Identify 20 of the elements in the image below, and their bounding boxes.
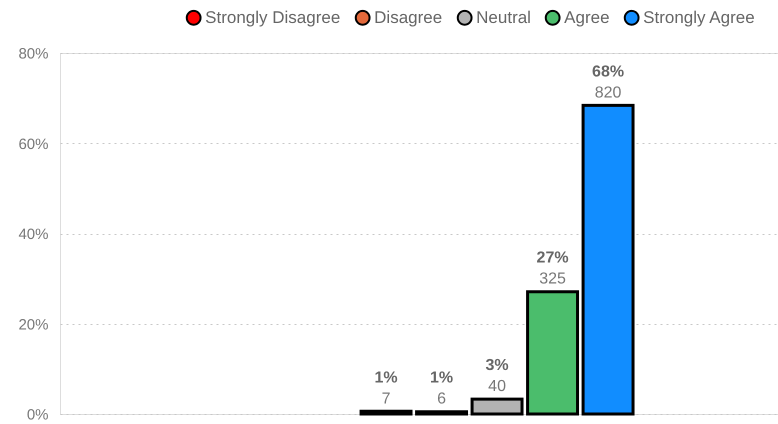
y-tick-label: 20%	[18, 316, 48, 334]
bar	[582, 104, 635, 416]
text: 27% 325	[536, 250, 569, 288]
y-tick-label: 40%	[18, 226, 48, 243]
legend-label: Disagree	[374, 8, 442, 27]
bar	[526, 290, 580, 416]
y-tick-label: 0%	[26, 406, 48, 424]
y-tick-label: 80%	[18, 46, 48, 62]
text: 1% 6	[430, 370, 454, 408]
legend-label: Neutral	[476, 8, 531, 27]
y-tick-label: 60%	[18, 136, 48, 153]
bar	[415, 410, 468, 416]
text: 3% 40	[485, 357, 509, 396]
legend-label: Strongly Disagree	[205, 8, 340, 27]
legend-label: Strongly Agree	[643, 8, 755, 27]
text: 1% 7	[374, 369, 398, 408]
legend-label: Agree	[564, 8, 610, 27]
bar	[360, 410, 413, 416]
bar	[470, 398, 524, 416]
text: 68% 820	[592, 63, 624, 102]
